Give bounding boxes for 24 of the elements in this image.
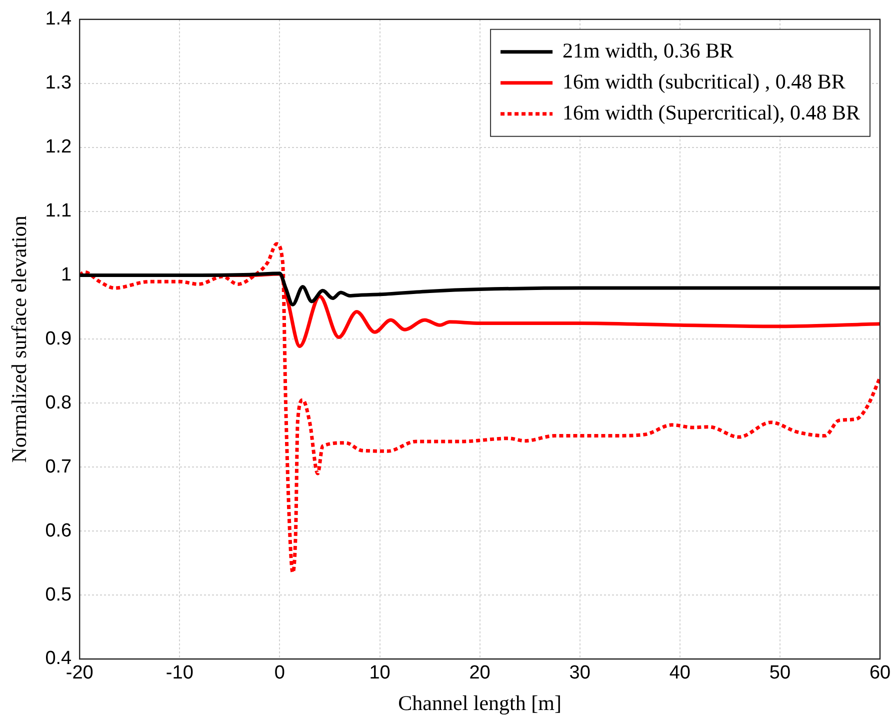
legend-label: 16m width (subcritical) , 0.48 BR [562, 69, 846, 94]
y-tick-label: 1.2 [45, 136, 72, 158]
y-axis-title: Normalized surface elevation [7, 215, 32, 463]
x-tick-label: 0 [274, 662, 285, 684]
y-tick-label: 1 [61, 264, 72, 286]
line-series [80, 272, 880, 306]
y-tick-label: 1.4 [45, 8, 72, 30]
y-tick-label: 1.1 [45, 200, 72, 222]
x-tick-label: 20 [469, 662, 490, 684]
y-tick-label: 1.3 [45, 72, 72, 94]
x-tick-label: 50 [769, 662, 791, 684]
y-tick-label: 0.7 [45, 456, 72, 478]
y-tick-label: 0.6 [45, 520, 72, 542]
legend-label: 16m width (Supercritical), 0.48 BR [562, 100, 860, 124]
x-tick-label: 60 [869, 662, 891, 684]
x-tick-label: -10 [166, 662, 194, 684]
y-tick-label: 0.8 [45, 392, 72, 414]
y-tick-label: 0.9 [45, 328, 72, 350]
legend-label: 21m width, 0.36 BR [562, 38, 734, 62]
x-axis-title: Channel length [m] [398, 690, 562, 715]
y-tick-label: 0.5 [45, 584, 72, 606]
x-tick-label: 10 [369, 662, 390, 684]
x-tick-label: 40 [669, 662, 690, 684]
x-tick-label: 30 [569, 662, 590, 684]
